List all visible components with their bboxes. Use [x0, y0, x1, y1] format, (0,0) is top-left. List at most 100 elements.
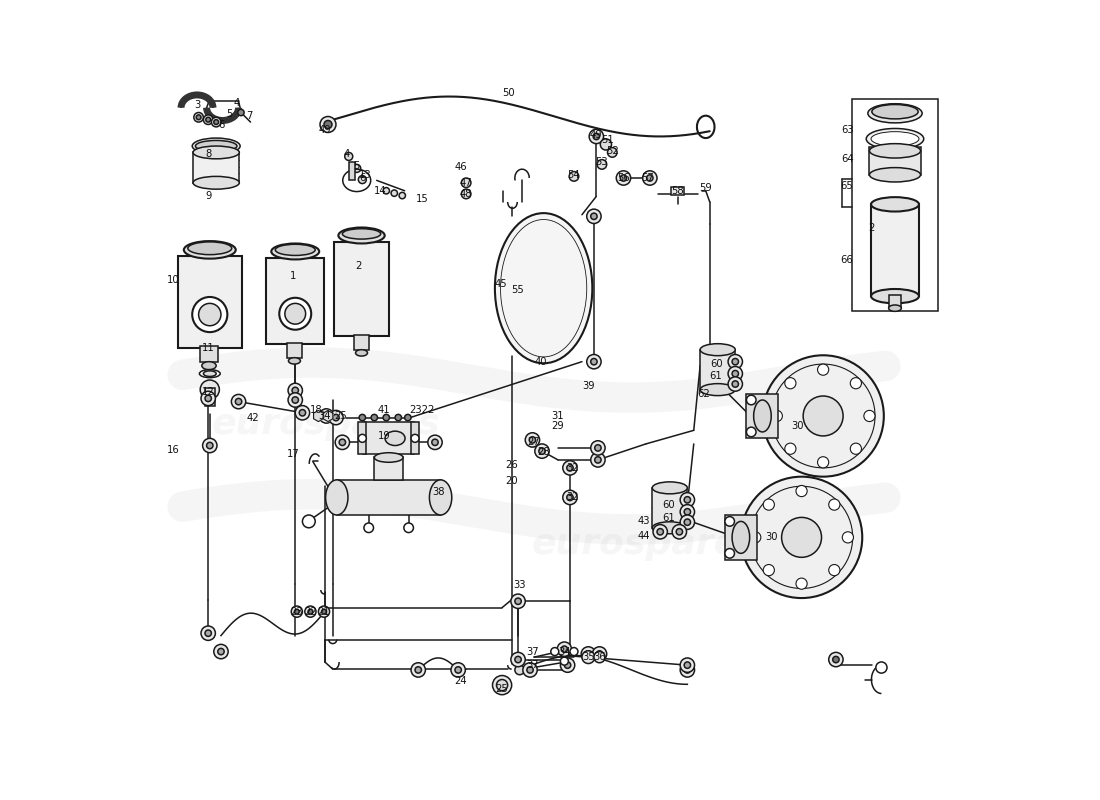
Bar — [851, 99, 938, 310]
Circle shape — [213, 644, 228, 658]
Bar — [363, 422, 415, 454]
Text: 25: 25 — [334, 411, 348, 421]
Text: 53: 53 — [595, 157, 608, 167]
Text: 47: 47 — [460, 178, 473, 188]
Text: 49: 49 — [590, 130, 603, 140]
Circle shape — [703, 346, 717, 361]
Ellipse shape — [869, 144, 921, 158]
Ellipse shape — [339, 227, 385, 243]
Circle shape — [706, 350, 713, 357]
Text: 4: 4 — [234, 98, 240, 108]
Ellipse shape — [869, 168, 921, 182]
Circle shape — [657, 529, 663, 535]
Text: 61: 61 — [710, 371, 723, 381]
Circle shape — [566, 465, 573, 471]
Circle shape — [496, 679, 508, 690]
Ellipse shape — [201, 362, 217, 370]
Text: 28: 28 — [537, 447, 550, 457]
Ellipse shape — [700, 344, 735, 356]
Text: 37: 37 — [526, 660, 539, 670]
Circle shape — [285, 303, 306, 324]
Circle shape — [706, 379, 713, 386]
Circle shape — [200, 380, 219, 399]
Circle shape — [728, 366, 743, 381]
Text: 34: 34 — [558, 646, 571, 657]
Circle shape — [383, 414, 389, 421]
Text: 6: 6 — [359, 173, 365, 183]
Text: 2322: 2322 — [409, 405, 434, 414]
Circle shape — [383, 187, 389, 194]
Circle shape — [415, 666, 421, 673]
Circle shape — [728, 377, 743, 391]
Circle shape — [411, 434, 419, 442]
Circle shape — [725, 517, 735, 526]
Circle shape — [582, 650, 595, 663]
Circle shape — [653, 525, 668, 539]
Circle shape — [359, 175, 366, 183]
Text: 10: 10 — [167, 275, 179, 286]
Text: 42: 42 — [246, 413, 260, 422]
Circle shape — [672, 525, 686, 539]
Circle shape — [344, 153, 353, 161]
Text: 29: 29 — [551, 421, 564, 430]
Circle shape — [850, 378, 861, 389]
Text: 38: 38 — [432, 487, 444, 497]
Circle shape — [850, 443, 861, 454]
Circle shape — [339, 439, 345, 446]
Circle shape — [522, 662, 537, 677]
Ellipse shape — [326, 480, 348, 515]
Circle shape — [620, 174, 627, 181]
Text: 7: 7 — [245, 111, 252, 122]
Text: 60: 60 — [662, 501, 674, 510]
Ellipse shape — [192, 146, 240, 159]
Text: 66: 66 — [840, 255, 854, 266]
Circle shape — [581, 646, 595, 661]
Circle shape — [596, 650, 603, 657]
Circle shape — [515, 598, 521, 605]
Circle shape — [564, 662, 571, 668]
Ellipse shape — [700, 384, 735, 396]
Circle shape — [292, 397, 298, 403]
Text: 3: 3 — [194, 99, 200, 110]
Circle shape — [570, 647, 578, 655]
Circle shape — [784, 378, 796, 389]
Circle shape — [782, 518, 822, 558]
Ellipse shape — [184, 241, 235, 258]
Circle shape — [231, 394, 245, 409]
Polygon shape — [323, 410, 333, 422]
Circle shape — [371, 414, 377, 421]
Text: 13: 13 — [359, 170, 371, 180]
Ellipse shape — [385, 431, 405, 446]
Circle shape — [529, 437, 536, 443]
Circle shape — [828, 565, 840, 576]
Text: 56: 56 — [617, 173, 630, 183]
Circle shape — [292, 387, 298, 394]
Circle shape — [803, 396, 843, 436]
Circle shape — [333, 414, 339, 421]
Ellipse shape — [374, 453, 403, 462]
Text: 31: 31 — [552, 411, 564, 421]
Circle shape — [205, 630, 211, 636]
Circle shape — [527, 666, 534, 673]
Circle shape — [563, 490, 578, 505]
Circle shape — [329, 410, 343, 425]
Circle shape — [392, 190, 397, 196]
Circle shape — [566, 494, 573, 501]
Circle shape — [318, 606, 330, 618]
Circle shape — [684, 509, 691, 515]
Bar — [192, 153, 240, 182]
Circle shape — [595, 445, 601, 451]
Circle shape — [196, 115, 201, 120]
Text: 32: 32 — [566, 463, 579, 473]
Ellipse shape — [495, 213, 592, 363]
Text: 16: 16 — [167, 445, 179, 454]
Text: 65: 65 — [840, 181, 854, 191]
Circle shape — [784, 443, 796, 454]
Bar — [747, 394, 779, 438]
Circle shape — [192, 297, 228, 332]
Circle shape — [302, 515, 316, 528]
Bar — [354, 334, 368, 350]
Text: 27: 27 — [528, 437, 540, 446]
Bar — [725, 515, 757, 560]
Circle shape — [676, 529, 683, 535]
